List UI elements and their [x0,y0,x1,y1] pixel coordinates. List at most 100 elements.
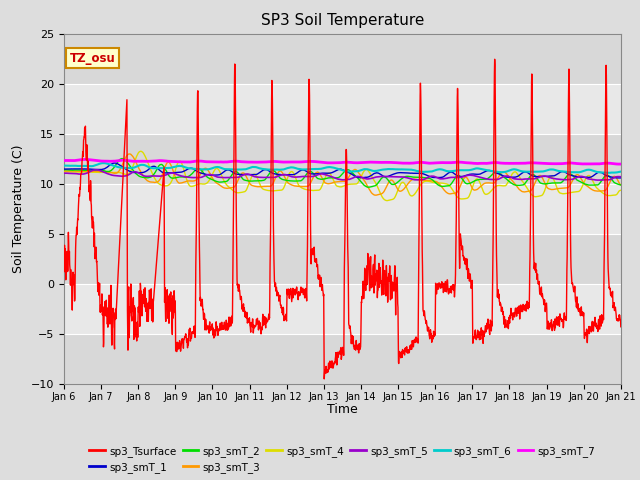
sp3_smT_4 [584,173,591,179]
sp3_smT_5 [359,175,367,180]
Title: SP3 Soil Temperature: SP3 Soil Temperature [260,13,424,28]
sp3_smT_6 [584,167,591,173]
sp3_Tsurface [60,267,68,273]
sp3_smT_4 [568,190,576,195]
sp3_smT_4 [371,179,379,184]
sp3_smT_1 [504,174,512,180]
Y-axis label: Soil Temperature (C): Soil Temperature (C) [12,144,26,273]
Line: sp3_smT_7: sp3_smT_7 [64,159,621,164]
sp3_Tsurface [505,322,513,328]
sp3_smT_5 [568,177,575,182]
sp3_Tsurface [321,376,328,382]
sp3_Tsurface [584,333,591,338]
sp3_smT_6 [359,167,367,172]
sp3_smT_3 [372,192,380,198]
sp3_Tsurface [617,324,625,330]
sp3_smT_7 [568,160,575,166]
sp3_Tsurface [216,328,223,334]
sp3_smT_7 [359,160,367,166]
sp3_Tsurface [491,56,499,62]
sp3_smT_3 [584,183,591,189]
sp3_Tsurface [371,252,379,258]
sp3_smT_1 [617,175,625,181]
sp3_smT_3 [216,182,223,188]
Line: sp3_smT_4: sp3_smT_4 [64,151,621,201]
sp3_smT_3 [568,179,576,184]
sp3_smT_5 [504,173,512,179]
sp3_smT_2 [216,179,223,185]
sp3_smT_6 [60,163,68,168]
sp3_smT_2 [359,181,367,187]
Line: sp3_smT_2: sp3_smT_2 [64,158,621,187]
sp3_smT_2 [371,183,379,189]
sp3_smT_5 [584,176,591,181]
sp3_smT_3 [505,174,513,180]
sp3_smT_4 [216,168,223,174]
sp3_Tsurface [568,281,576,287]
Legend: sp3_Tsurface, sp3_smT_1, sp3_smT_2, sp3_smT_3, sp3_smT_4, sp3_smT_5, sp3_smT_6, : sp3_Tsurface, sp3_smT_1, sp3_smT_2, sp3_… [85,442,600,477]
Line: sp3_smT_6: sp3_smT_6 [64,163,621,173]
Line: sp3_smT_1: sp3_smT_1 [64,163,621,178]
sp3_smT_4 [137,148,145,154]
sp3_smT_4 [617,187,625,193]
sp3_smT_7 [584,161,591,167]
sp3_smT_6 [504,168,512,174]
sp3_smT_5 [93,167,100,173]
sp3_smT_5 [371,175,379,180]
X-axis label: Time: Time [327,403,358,416]
sp3_smT_3 [60,168,68,174]
sp3_smT_7 [504,160,512,166]
Bar [64,234,621,284]
sp3_smT_4 [359,170,367,176]
sp3_smT_2 [617,182,625,188]
sp3_smT_3 [371,192,379,198]
sp3_smT_2 [505,178,513,184]
sp3_smT_3 [359,175,367,181]
sp3_smT_6 [605,170,613,176]
sp3_smT_7 [371,159,379,165]
sp3_smT_4 [60,169,68,175]
Bar [64,184,621,234]
sp3_smT_4 [383,198,391,204]
Bar [64,334,621,384]
sp3_smT_1 [371,170,379,176]
sp3_Tsurface [359,291,367,297]
Bar [64,134,621,184]
Text: TZ_osu: TZ_osu [70,52,115,65]
Bar [64,284,621,334]
sp3_smT_3 [125,151,133,157]
Bar [64,34,621,84]
sp3_smT_7 [80,156,88,162]
sp3_smT_1 [111,160,119,166]
sp3_smT_7 [616,161,623,167]
sp3_smT_1 [568,173,575,179]
sp3_smT_6 [216,165,223,170]
sp3_smT_2 [365,184,372,190]
sp3_smT_7 [617,161,625,167]
sp3_smT_2 [584,182,591,188]
sp3_smT_2 [118,156,126,161]
Line: sp3_Tsurface: sp3_Tsurface [64,59,621,379]
sp3_smT_6 [99,160,107,166]
sp3_smT_2 [60,167,68,173]
Bar [64,84,621,134]
sp3_smT_1 [359,175,367,180]
sp3_smT_5 [617,174,625,180]
sp3_smT_1 [60,166,68,172]
sp3_smT_3 [617,182,625,188]
sp3_smT_1 [216,172,223,178]
sp3_smT_1 [616,175,623,181]
sp3_smT_1 [584,174,591,180]
Line: sp3_smT_3: sp3_smT_3 [64,154,621,195]
sp3_smT_2 [568,172,576,178]
Line: sp3_smT_5: sp3_smT_5 [64,170,621,180]
sp3_smT_5 [596,177,604,183]
sp3_smT_6 [568,169,575,175]
sp3_smT_4 [505,178,513,184]
sp3_smT_7 [216,159,223,165]
sp3_smT_5 [216,174,223,180]
sp3_smT_6 [371,168,379,174]
sp3_smT_7 [60,158,68,164]
sp3_smT_6 [617,169,625,175]
sp3_smT_5 [60,170,68,176]
